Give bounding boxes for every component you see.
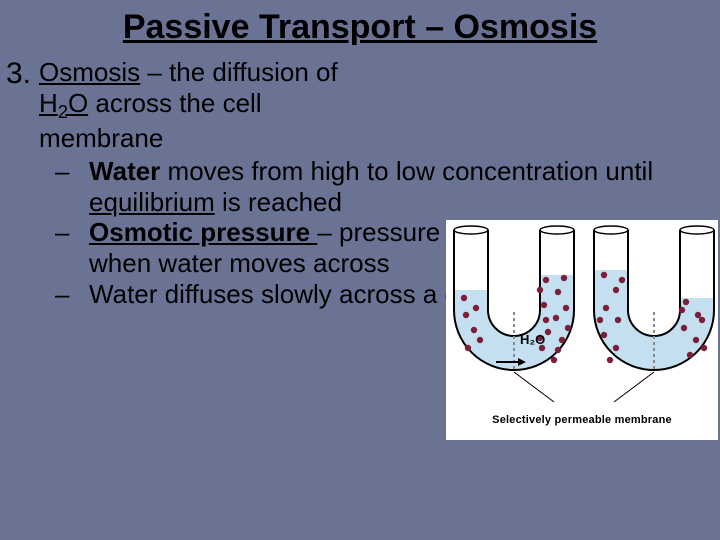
def-connector: – the diffusion of xyxy=(140,57,338,87)
list-number: 3. xyxy=(0,57,39,90)
def-rest1: across the cell xyxy=(88,88,261,118)
term-osmosis: Osmosis xyxy=(39,57,140,87)
h2o-formula: H2O xyxy=(39,88,88,118)
bullet-item: –Water moves from high to low concentrat… xyxy=(39,156,714,217)
bullet-dash: – xyxy=(55,156,89,217)
def-rest2: membrane xyxy=(39,123,163,153)
bullet-dash: – xyxy=(55,279,89,310)
slide-title: Passive Transport – Osmosis xyxy=(0,0,720,57)
bullet-text: Water moves from high to low concentrati… xyxy=(89,156,714,217)
diagram-caption: Selectively permeable membrane xyxy=(446,414,718,426)
svg-text:H₂O: H₂O xyxy=(520,332,545,347)
osmosis-diagram: H₂O Selectively permeable membrane xyxy=(446,220,718,440)
bullet-dash: – xyxy=(55,217,89,278)
definition-line: Osmosis – the diffusion of H2O across th… xyxy=(39,57,714,154)
